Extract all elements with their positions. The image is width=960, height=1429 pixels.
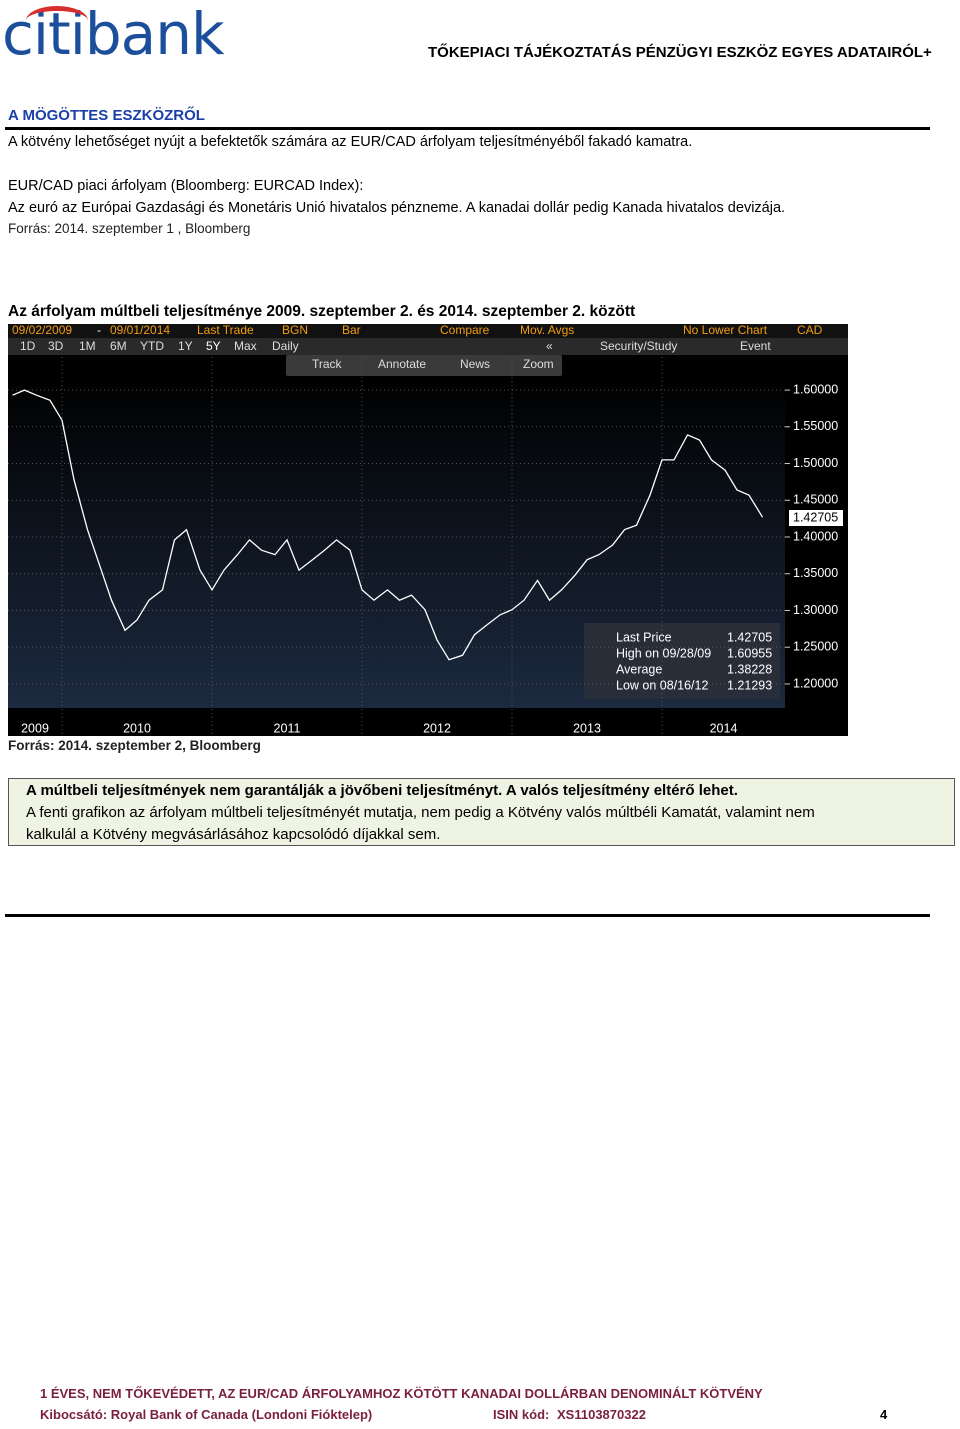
- section-heading: A MÖGÖTTES ESZKÖZRŐL: [8, 107, 205, 124]
- toolbar-button: 1Y: [178, 339, 193, 353]
- y-tick-label: 1.50000: [793, 456, 838, 470]
- legend-value: 1.21293: [727, 678, 772, 692]
- toolbar-button: YTD: [140, 339, 164, 353]
- toolbar-button: Daily: [272, 339, 299, 353]
- legend-label: Low on 08/16/12: [616, 678, 708, 692]
- rule: [5, 127, 930, 130]
- toolbar-label: 09/01/2014: [110, 323, 170, 337]
- toolbar-label: CAD: [797, 323, 823, 337]
- x-tick-label: 2010: [123, 721, 151, 735]
- toolbar-label: BGN: [282, 323, 308, 337]
- footer-isin-label: ISIN kód:: [493, 1407, 550, 1422]
- chart-title: Az árfolyam múltbeli teljesítménye 2009.…: [8, 303, 636, 320]
- footer-isin: XS1103870322: [557, 1407, 646, 1422]
- y-tick-label: 1.45000: [793, 493, 838, 507]
- footer-issuer: Kibocsátó: Royal Bank of Canada (Londoni…: [40, 1407, 373, 1422]
- disclaimer-bold: A múltbeli teljesítmények nem garantáljá…: [26, 782, 738, 799]
- legend-value: 1.42705: [727, 630, 772, 644]
- x-tick-label: 2011: [274, 721, 301, 735]
- toolbar-button: «: [546, 339, 553, 353]
- toolbar-button: 5Y: [206, 339, 221, 353]
- toolbar-button: Max: [234, 339, 257, 353]
- legend-label: Average: [616, 662, 662, 676]
- toolbar-button: Annotate: [378, 357, 426, 371]
- toolbar-button: News: [460, 357, 490, 371]
- toolbar-button: Zoom: [523, 357, 554, 371]
- footer-product: 1 ÉVES, NEM TŐKEVÉDETT, AZ EUR/CAD ÁRFOL…: [40, 1386, 763, 1401]
- toolbar-row3: [286, 355, 562, 376]
- toolbar-button: 1M: [79, 339, 96, 353]
- toolbar-label: Compare: [440, 323, 490, 337]
- toolbar-button: Track: [312, 357, 343, 371]
- toolbar-button: Security/Study: [600, 339, 677, 353]
- toolbar-button: Event: [740, 339, 771, 353]
- toolbar-button: 1D: [20, 339, 36, 353]
- toolbar-label: 09/02/2009: [12, 323, 72, 337]
- last-price-label: 1.42705: [793, 510, 838, 524]
- intro: A kötvény lehetőséget nyújt a befektetők…: [8, 134, 693, 150]
- last-price-tag: [789, 510, 843, 526]
- legend-value: 1.60955: [727, 646, 772, 660]
- y-tick-label: 1.20000: [793, 676, 838, 690]
- toolbar-row2: [8, 338, 848, 355]
- x-tick-label: 2012: [423, 721, 451, 735]
- chart-source: Forrás: 2014. szeptember 2, Bloomberg: [8, 738, 261, 753]
- toolbar-label: -: [97, 323, 101, 337]
- disclaimer-text: A fenti grafikon az árfolyam múltbeli te…: [26, 804, 815, 821]
- toolbar-label: Last Trade: [197, 323, 254, 337]
- description: Az euró az Európai Gazdasági és Monetári…: [8, 200, 786, 216]
- legend-box: [584, 623, 780, 699]
- legend-value: 1.38228: [727, 662, 772, 676]
- toolbar-label: Bar: [342, 323, 361, 337]
- rule: [5, 914, 930, 917]
- source: Forrás: 2014. szeptember 1 , Bloomberg: [8, 221, 251, 236]
- y-tick-label: 1.40000: [793, 529, 838, 543]
- price-line: [12, 389, 764, 661]
- x-tick-label: 2014: [710, 721, 738, 735]
- toolbar-row1: [8, 324, 848, 338]
- chart: 09/02/2009 -09/01/2014 Last Trade BGN Bar Com…: [8, 323, 848, 736]
- y-tick-label: 1.35000: [793, 566, 838, 580]
- header-title: TŐKEPIACI TÁJÉKOZTATÁS PÉNZÜGYI ESZKÖZ E…: [428, 44, 932, 61]
- toolbar-label: Mov. Avgs: [520, 323, 574, 337]
- logo: citibank: [2, 0, 225, 68]
- y-tick-label: 1.30000: [793, 603, 838, 617]
- toolbar-button: 6M: [110, 339, 127, 353]
- disclaimer-text: kalkulál a Kötvény megvásárlásához kapcs…: [26, 826, 441, 843]
- page-number: 4: [880, 1407, 888, 1422]
- legend-label: Last Price: [616, 630, 672, 644]
- y-tick-label: 1.25000: [793, 640, 838, 654]
- disclaimer-box: A múltbeli teljesítmények nem garantáljá…: [8, 778, 955, 846]
- toolbar-label: No Lower Chart: [683, 323, 768, 337]
- y-tick-label: 1.55000: [793, 419, 838, 433]
- toolbar-button: 3D: [48, 339, 64, 353]
- index-title: EUR/CAD piaci árfolyam (Bloomberg: EURCA…: [8, 178, 364, 194]
- x-tick-label: 2009: [21, 721, 49, 735]
- x-tick-label: 2013: [573, 721, 601, 735]
- legend-label: High on 09/28/09: [616, 646, 711, 660]
- y-tick-label: 1.60000: [793, 382, 838, 396]
